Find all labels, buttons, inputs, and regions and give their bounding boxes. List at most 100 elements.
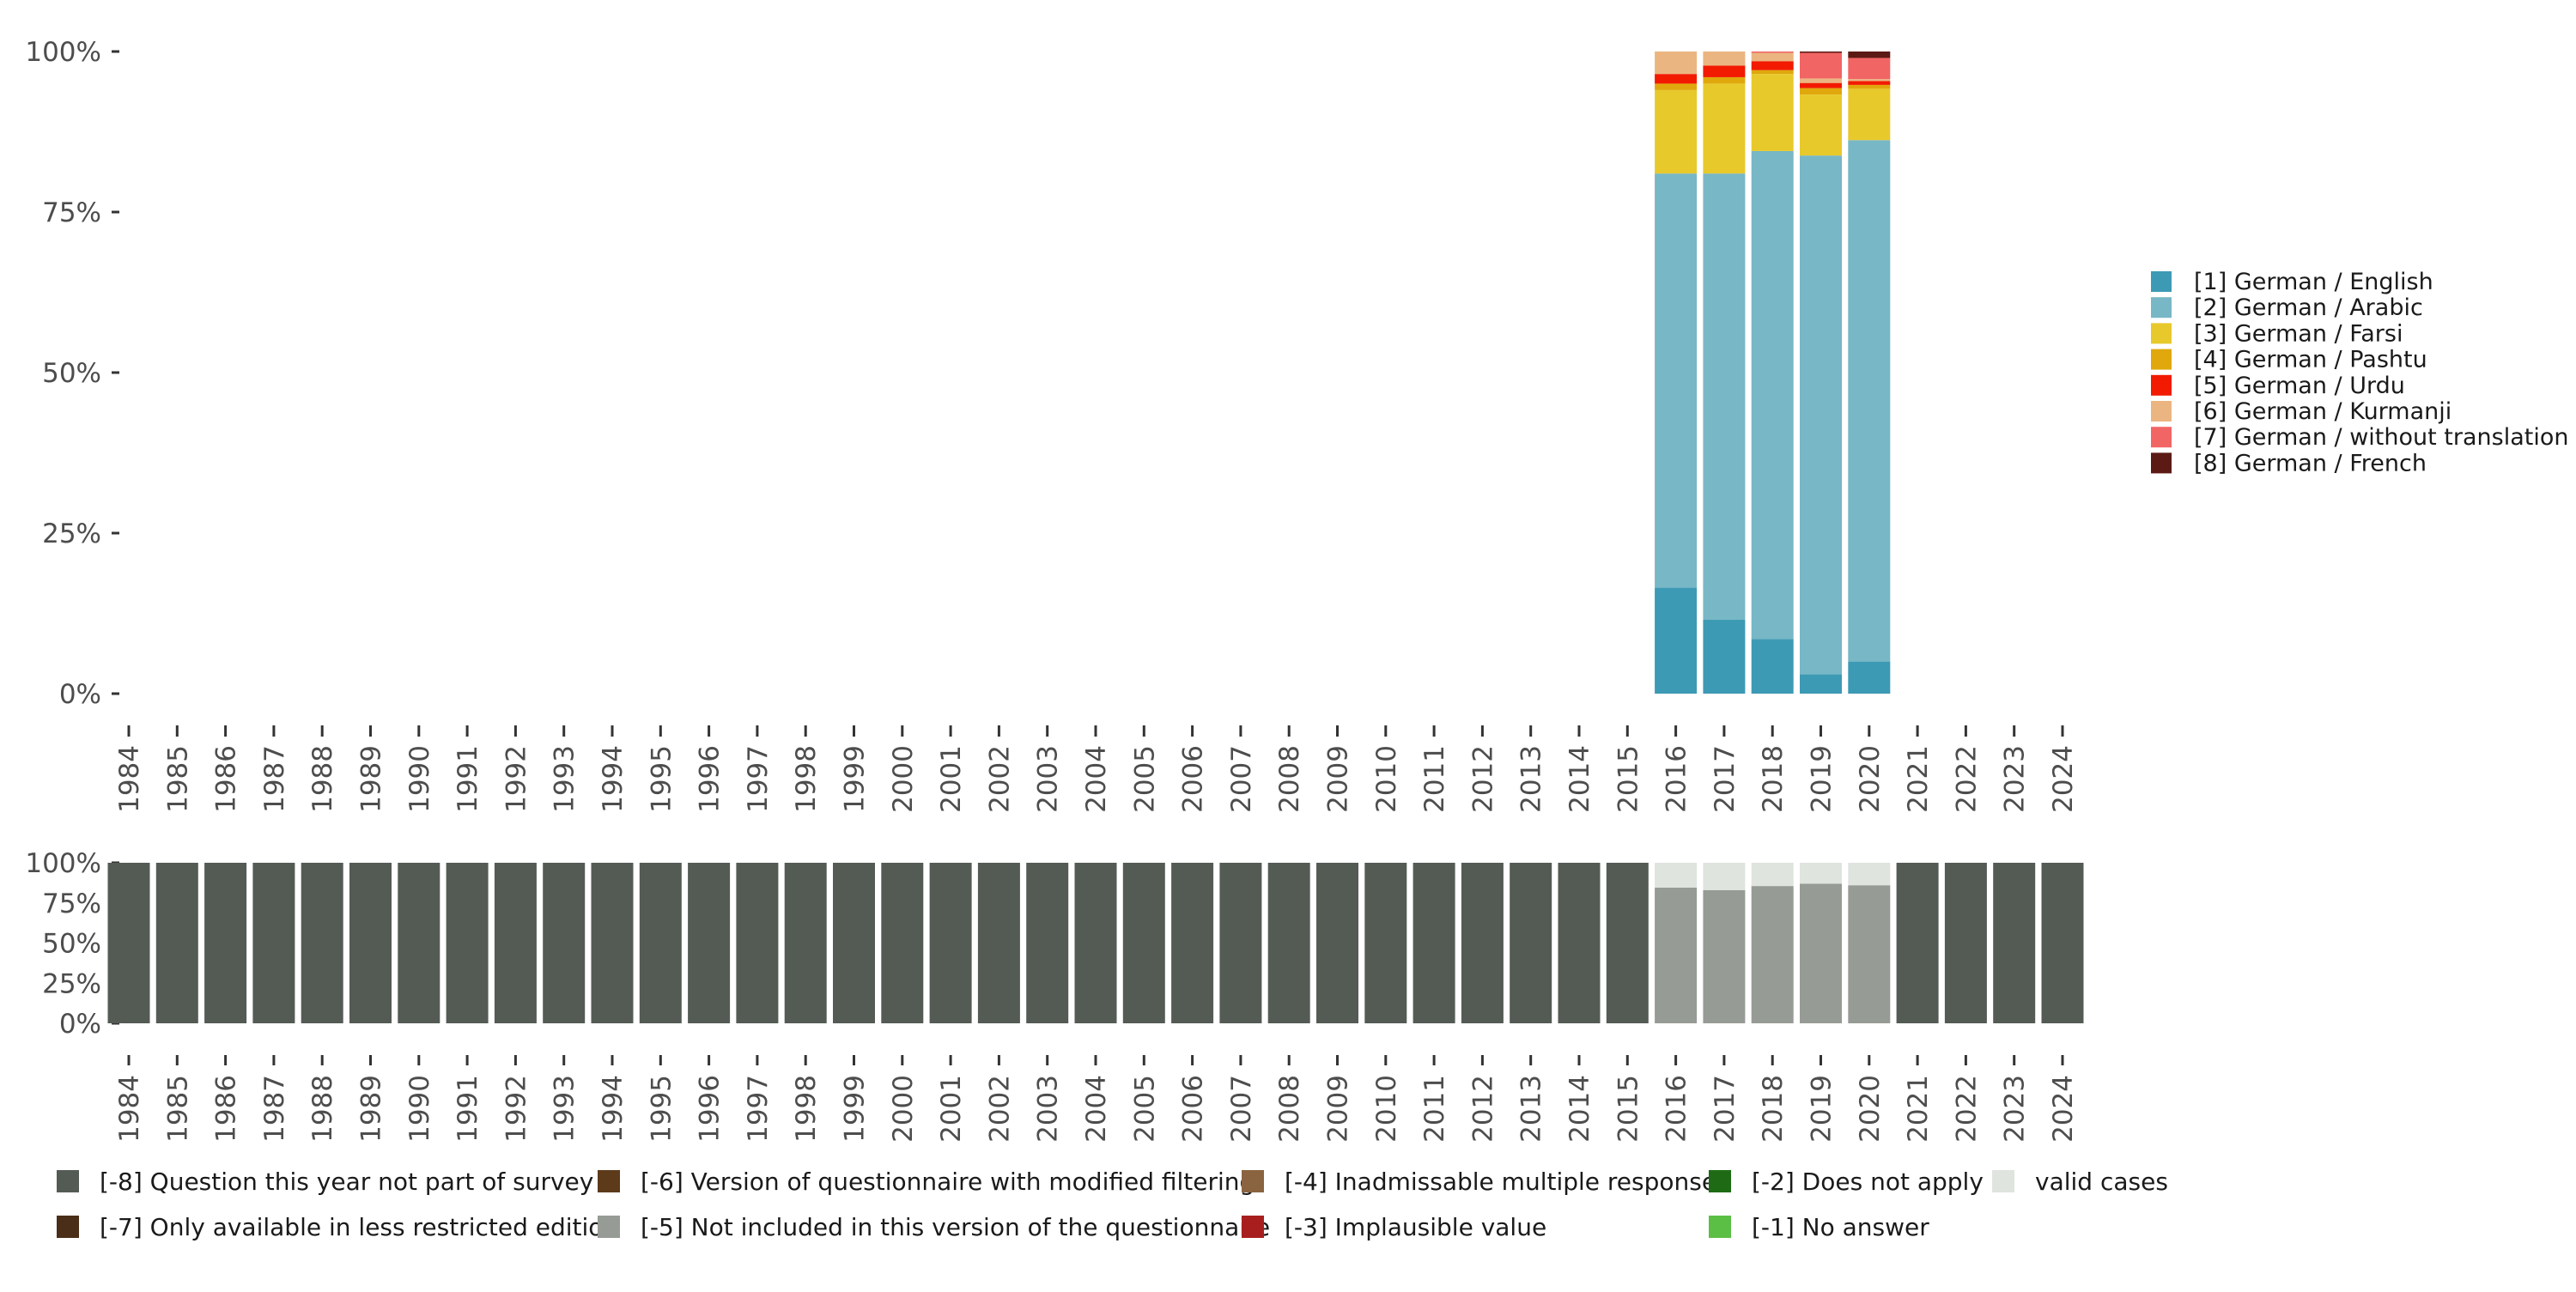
x-tick-label-2015: 2015 bbox=[1613, 1075, 1643, 1143]
x-tick-label-1996: 1996 bbox=[695, 1075, 726, 1143]
bar-segment-2024-s0 bbox=[2041, 863, 2084, 1023]
legend-label: [4] German / Pashtu bbox=[2194, 347, 2427, 373]
legend-swatch bbox=[57, 1216, 79, 1238]
bar-segment-2017-s3 bbox=[1703, 76, 1746, 84]
legend-swatch bbox=[1992, 1170, 2014, 1192]
bar-segment-2020-s8 bbox=[1848, 863, 1891, 886]
x-tick-label-1989: 1989 bbox=[356, 745, 387, 813]
x-tick-label-2021: 2021 bbox=[1903, 745, 1934, 813]
x-tick-label-2008: 2008 bbox=[1274, 1075, 1305, 1143]
bar-segment-2009-s0 bbox=[1316, 863, 1358, 1023]
bar-segment-2016-s3 bbox=[1655, 887, 1698, 1023]
bottom-chart: 0% 25% 50% 75% 100% 1984 1985 1986 1987 1988 1989 1… bbox=[25, 848, 2084, 1143]
bar-segment-2011-s0 bbox=[1413, 863, 1455, 1023]
bar-segment-2020-s3 bbox=[1848, 885, 1891, 1023]
y-tick-label: 25% bbox=[42, 519, 101, 549]
legend-swatch bbox=[2151, 452, 2172, 474]
bar-segment-2020-s0 bbox=[1848, 661, 1891, 694]
x-tick-label-2006: 2006 bbox=[1178, 1075, 1209, 1143]
bar-segment-2017-s8 bbox=[1703, 863, 1746, 890]
bar-segment-2001-s0 bbox=[929, 863, 972, 1023]
bar-segment-2017-s1 bbox=[1703, 173, 1746, 620]
bar-segment-1985-s0 bbox=[155, 863, 198, 1023]
x-tick-label-2002: 2002 bbox=[984, 1075, 1015, 1143]
legend-label: [5] German / Urdu bbox=[2194, 373, 2405, 399]
legend-swatch bbox=[1242, 1170, 1264, 1192]
x-tick-label-2013: 2013 bbox=[1516, 745, 1547, 813]
bar-segment-1995-s0 bbox=[639, 863, 682, 1023]
x-tick-label-2007: 2007 bbox=[1226, 1075, 1257, 1143]
bar-segment-2012-s0 bbox=[1461, 863, 1504, 1023]
bar-segment-2007-s0 bbox=[1219, 863, 1262, 1023]
x-tick-label-2018: 2018 bbox=[1758, 1075, 1789, 1143]
bar-segment-2006-s0 bbox=[1171, 863, 1214, 1023]
bar-segment-2017-s0 bbox=[1703, 619, 1746, 694]
top-legend: [1] German / English[2] German / Arabic[… bbox=[2151, 269, 2568, 476]
x-tick-label-1990: 1990 bbox=[404, 745, 435, 813]
x-tick-label-2004: 2004 bbox=[1081, 1075, 1112, 1143]
bar-segment-2016-s1 bbox=[1655, 173, 1698, 588]
x-tick-label-1984: 1984 bbox=[114, 1075, 145, 1143]
x-tick-label-1991: 1991 bbox=[453, 745, 483, 813]
x-tick-label-1997: 1997 bbox=[743, 1075, 774, 1143]
legend-label: valid cases bbox=[2035, 1168, 2168, 1196]
bar-segment-2016-s2 bbox=[1655, 89, 1698, 174]
x-tick-label-1995: 1995 bbox=[646, 1075, 677, 1143]
legend-swatch bbox=[1709, 1170, 1731, 1192]
x-tick-label-1994: 1994 bbox=[598, 1075, 629, 1143]
bar-segment-2019-s2 bbox=[1800, 94, 1842, 156]
bar-segment-2019-s3 bbox=[1800, 883, 1842, 1023]
x-tick-label-2007: 2007 bbox=[1226, 745, 1257, 813]
x-tick-label-2019: 2019 bbox=[1807, 1075, 1838, 1143]
x-tick-label-2002: 2002 bbox=[984, 745, 1015, 813]
bar-segment-2017-s3 bbox=[1703, 889, 1746, 1023]
x-tick-label-2003: 2003 bbox=[1033, 745, 1064, 813]
bar-segment-2016-s8 bbox=[1655, 863, 1698, 888]
x-tick-label-2010: 2010 bbox=[1371, 745, 1402, 813]
legend-label: [-8] Question this year not part of surv… bbox=[100, 1168, 593, 1196]
bar-segment-2019-s1 bbox=[1800, 155, 1842, 675]
legend-swatch bbox=[1242, 1216, 1264, 1238]
y-tick-label: 50% bbox=[42, 929, 101, 960]
bar-segment-2023-s0 bbox=[1993, 863, 2036, 1023]
bar-segment-2021-s0 bbox=[1896, 863, 1939, 1023]
x-tick-label-2003: 2003 bbox=[1033, 1075, 1064, 1143]
bar-segment-2018-s0 bbox=[1751, 639, 1794, 694]
legend-swatch bbox=[2151, 427, 2172, 448]
bar-segment-1994-s0 bbox=[591, 863, 634, 1023]
bar-segment-2019-s4 bbox=[1800, 82, 1842, 88]
x-tick-label-2000: 2000 bbox=[888, 1075, 919, 1143]
x-tick-label-1994: 1994 bbox=[598, 745, 629, 813]
bar-segment-2005-s0 bbox=[1122, 863, 1165, 1023]
legend-label: [-5] Not included in this version of the… bbox=[641, 1213, 1270, 1241]
legend-label: [-7] Only available in less restricted e… bbox=[100, 1213, 618, 1241]
bar-segment-2020-s2 bbox=[1848, 88, 1891, 141]
bar-segment-2022-s0 bbox=[1944, 863, 1987, 1023]
legend-swatch bbox=[2151, 323, 2172, 344]
bar-segment-2019-s3 bbox=[1800, 88, 1842, 95]
legend-label: [-1] No answer bbox=[1752, 1213, 1929, 1241]
x-tick-label-1999: 1999 bbox=[840, 1075, 871, 1143]
legend-label: [7] German / without translation bbox=[2194, 424, 2568, 451]
x-tick-label-1999: 1999 bbox=[840, 745, 871, 813]
x-tick-label-2016: 2016 bbox=[1662, 745, 1692, 813]
legend-label: [2] German / Arabic bbox=[2194, 294, 2423, 321]
bar-segment-2016-s3 bbox=[1655, 83, 1698, 90]
x-tick-label-2019: 2019 bbox=[1807, 745, 1838, 813]
bar-segment-2019-s6 bbox=[1800, 52, 1842, 79]
legend-label: [6] German / Kurmanji bbox=[2194, 398, 2451, 425]
bar-segment-2018-s8 bbox=[1751, 863, 1794, 887]
x-tick-label-2010: 2010 bbox=[1371, 1075, 1402, 1143]
bar-segment-1991-s0 bbox=[446, 863, 489, 1023]
x-tick-label-2014: 2014 bbox=[1564, 1075, 1595, 1143]
x-tick-label-1998: 1998 bbox=[791, 745, 822, 813]
x-tick-label-2024: 2024 bbox=[2048, 745, 2079, 813]
bar-segment-2003-s0 bbox=[1026, 863, 1069, 1023]
x-tick-label-2021: 2021 bbox=[1903, 1075, 1934, 1143]
legend-label: [-2] Does not apply bbox=[1752, 1168, 1984, 1196]
x-tick-label-2017: 2017 bbox=[1710, 1075, 1741, 1143]
legend-swatch bbox=[2151, 374, 2172, 396]
x-tick-label-1987: 1987 bbox=[259, 745, 290, 813]
x-tick-label-1986: 1986 bbox=[211, 1075, 242, 1143]
